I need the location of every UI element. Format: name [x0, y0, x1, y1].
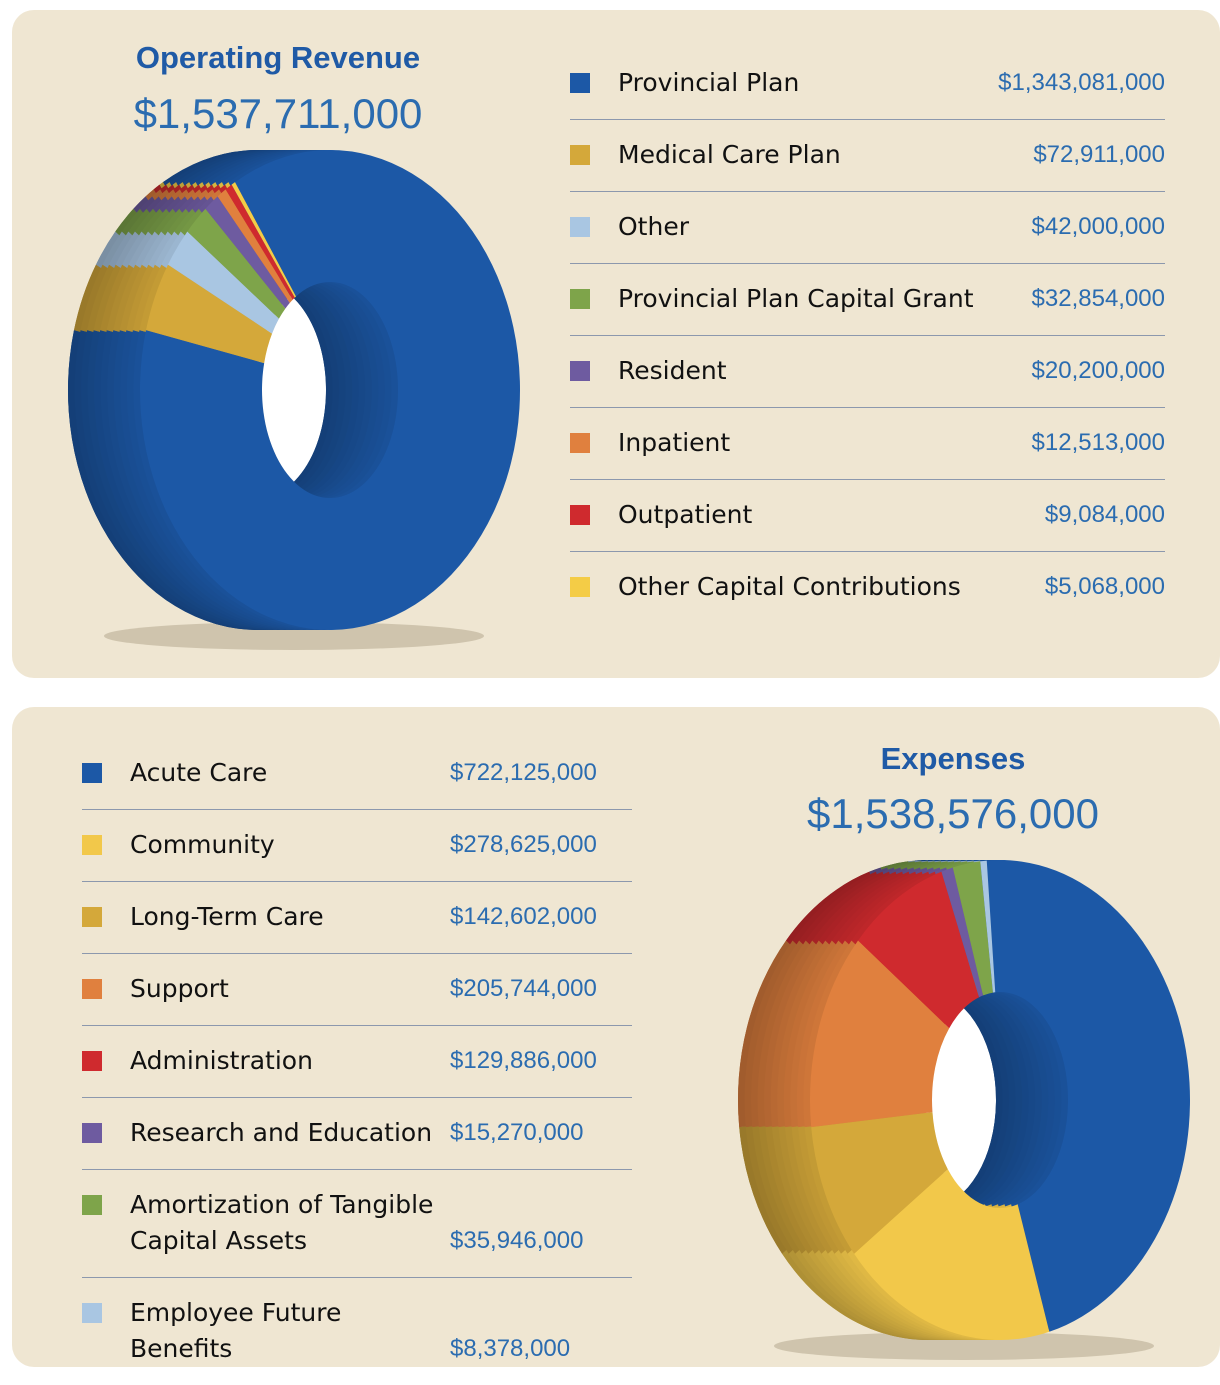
- legend-label: Provincial Plan Capital Grant: [618, 284, 974, 313]
- slice: [952, 861, 993, 996]
- legend-swatch: [82, 1051, 102, 1071]
- slice: [941, 867, 984, 998]
- legend-row: Support $205,744,000: [82, 954, 632, 1026]
- legend-swatch: [570, 217, 590, 237]
- legend-swatch: [82, 1303, 102, 1323]
- legend-label: Community: [130, 830, 275, 859]
- slice: [205, 196, 290, 309]
- legend-swatch: [82, 907, 102, 927]
- legend-row: Research and Education $15,270,000: [82, 1098, 632, 1170]
- legend-label: Long-Term Care: [130, 902, 324, 931]
- slice: [187, 208, 286, 319]
- legend-swatch: [570, 577, 590, 597]
- slice: [140, 149, 521, 630]
- legend-label: Provincial Plan: [618, 68, 800, 97]
- legend-row: Resident $20,200,000: [570, 336, 1165, 408]
- slice: [145, 264, 273, 364]
- value-label: $9,084,000: [1044, 501, 1165, 528]
- legend-swatch: [570, 433, 590, 453]
- legend-label: Acute Care: [130, 758, 268, 787]
- slice: [225, 184, 295, 300]
- legend-row: Long-Term Care $142,602,000: [82, 882, 632, 954]
- value-label: $72,911,000: [1033, 141, 1165, 168]
- shadow: [104, 622, 484, 650]
- value-label: $278,625,000: [450, 831, 597, 858]
- legend-swatch: [570, 73, 590, 93]
- legend-label: Employee Future Benefits: [130, 1298, 342, 1363]
- slice: [231, 182, 296, 298]
- shadow: [774, 1332, 1154, 1360]
- legend: Provincial Plan $1,343,081,000 Medical Car…: [570, 48, 1165, 623]
- chart-subtitle: $1,537,711,000: [133, 90, 423, 137]
- legend-swatch: [570, 505, 590, 525]
- legend-label: Medical Care Plan: [618, 140, 841, 169]
- slice: [811, 1112, 948, 1254]
- value-label: $205,744,000: [450, 975, 597, 1002]
- legend-row: Provincial Plan $1,343,081,000: [570, 48, 1165, 120]
- legend-label: Inpatient: [618, 428, 731, 457]
- legend-row: Provincial Plan Capital Grant $32,854,000: [570, 264, 1165, 336]
- legend-row: Other Capital Contributions $5,068,000: [570, 552, 1165, 623]
- value-label: $35,946,000: [450, 1227, 584, 1254]
- legend-swatch: [570, 145, 590, 165]
- legend-row: Amortization of Tangible Capital Assets $…: [82, 1170, 632, 1278]
- slice: [986, 860, 1190, 1332]
- value-label: $15,270,000: [450, 1119, 584, 1146]
- legend-label: Resident: [618, 356, 727, 385]
- legend-row: Acute Care $722,125,000: [82, 738, 632, 810]
- legend-label: Outpatient: [618, 500, 753, 529]
- value-label: $12,513,000: [1031, 429, 1165, 456]
- legend-row: Inpatient $12,513,000: [570, 408, 1165, 480]
- slice: [980, 860, 996, 993]
- value-label: $5,068,000: [1044, 573, 1165, 600]
- value-label: $8,378,000: [450, 1335, 571, 1362]
- legend: Acute Care $722,125,000 Community $278,625,…: [82, 738, 632, 1385]
- value-label: $20,200,000: [1031, 357, 1165, 384]
- legend-swatch: [82, 979, 102, 999]
- legend-row: Medical Care Plan $72,911,000: [570, 120, 1165, 192]
- slice: [854, 1169, 1050, 1340]
- legend-swatch: [570, 289, 590, 309]
- slice: [809, 940, 950, 1128]
- value-label: $142,602,000: [450, 903, 597, 930]
- legend-label: Other: [618, 212, 689, 241]
- slice: [217, 189, 293, 303]
- legend-label: Amortization of Tangible Capital Assets: [130, 1190, 434, 1255]
- legend-row: Employee Future Benefits $8,378,000: [82, 1278, 632, 1385]
- legend-swatch: [82, 763, 102, 783]
- legend-row: Community $278,625,000: [82, 810, 632, 882]
- chart-subtitle: $1,538,576,000: [807, 790, 1099, 837]
- legend-swatch: [570, 361, 590, 381]
- chart-title: Expenses: [880, 741, 1026, 776]
- legend-swatch: [82, 835, 102, 855]
- value-label: $129,886,000: [450, 1047, 597, 1074]
- value-label: $42,000,000: [1031, 213, 1165, 240]
- slice: [168, 231, 279, 334]
- value-label: $722,125,000: [450, 759, 597, 786]
- legend-label: Administration: [130, 1046, 313, 1075]
- chart-title: Operating Revenue: [135, 40, 421, 75]
- slice: [858, 871, 980, 1029]
- legend-swatch: [82, 1123, 102, 1143]
- value-label: $1,343,081,000: [998, 69, 1165, 96]
- legend-label: Research and Education: [130, 1118, 433, 1147]
- legend-row: Other $42,000,000: [570, 192, 1165, 264]
- legend-label: Support: [130, 974, 229, 1003]
- legend-label: Other Capital Contributions: [618, 572, 961, 601]
- value-label: $32,854,000: [1031, 285, 1165, 312]
- legend-row: Administration $129,886,000: [82, 1026, 632, 1098]
- legend-swatch: [82, 1195, 102, 1215]
- legend-row: Outpatient $9,084,000: [570, 480, 1165, 552]
